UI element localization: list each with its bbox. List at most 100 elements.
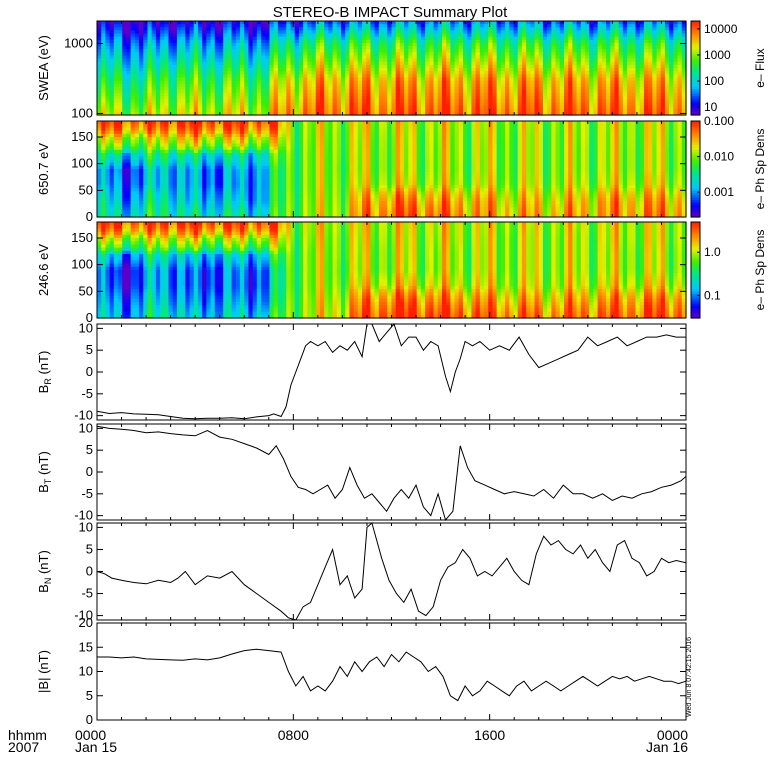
heatmap-cell bbox=[294, 102, 300, 107]
heatmap-cell bbox=[387, 61, 393, 66]
heatmap-cell bbox=[197, 86, 203, 91]
heatmap-cell bbox=[231, 111, 237, 116]
heatmap-cell bbox=[273, 42, 279, 47]
heatmap-cell bbox=[282, 55, 287, 60]
heatmap-cell bbox=[399, 33, 405, 38]
heatmap-cell bbox=[336, 99, 342, 104]
heatmap-cell bbox=[168, 55, 174, 60]
figure-title: STEREO-B IMPACT Summary Plot bbox=[273, 4, 508, 21]
heatmap-cell bbox=[105, 80, 111, 85]
heatmap-cell bbox=[155, 30, 161, 35]
heatmap-cell bbox=[298, 83, 304, 88]
heatmap-cell bbox=[282, 49, 287, 53]
heatmap-cell bbox=[139, 93, 144, 97]
heatmap-cell bbox=[185, 33, 191, 38]
heatmap-cell bbox=[324, 64, 329, 69]
heatmap-cell bbox=[341, 39, 346, 44]
heatmap-cell bbox=[126, 55, 132, 60]
heatmap-cell bbox=[261, 42, 266, 47]
heatmap-cell bbox=[122, 68, 128, 72]
heatmap-cell bbox=[210, 64, 216, 69]
heatmap-cell bbox=[307, 74, 313, 78]
heatmap-cell bbox=[311, 58, 317, 63]
heatmap-cell bbox=[155, 36, 161, 41]
heatmap-cell bbox=[290, 61, 296, 66]
heatmap-cell bbox=[256, 105, 262, 110]
heatmap-cell bbox=[210, 42, 216, 47]
heatmap-cell bbox=[223, 46, 229, 50]
heatmap-cell bbox=[341, 61, 346, 66]
heatmap-cell bbox=[395, 102, 401, 107]
heatmap-cell bbox=[185, 61, 191, 66]
heatmap-cell bbox=[374, 55, 380, 60]
heatmap-cell bbox=[256, 27, 262, 31]
heatmap-cell bbox=[147, 21, 153, 25]
heatmap-cell bbox=[197, 93, 203, 97]
heatmap-cell bbox=[303, 64, 308, 69]
heatmap-cell bbox=[139, 108, 144, 113]
heatmap-cell bbox=[311, 49, 317, 53]
heatmap-cell bbox=[151, 108, 157, 113]
heatmap-cell bbox=[332, 77, 338, 82]
heatmap-cell bbox=[105, 21, 111, 25]
heatmap-cell bbox=[97, 24, 102, 28]
heatmap-cell bbox=[282, 102, 287, 107]
heatmap-cell bbox=[122, 39, 128, 44]
heatmap-cell bbox=[240, 39, 245, 44]
heatmap-cell bbox=[172, 21, 178, 25]
heatmap-cell bbox=[362, 52, 367, 57]
heatmap-cell bbox=[328, 61, 334, 66]
heatmap-cell bbox=[387, 83, 393, 88]
heatmap-cell bbox=[147, 42, 153, 47]
heatmap-cell bbox=[349, 102, 355, 107]
heatmap-cell bbox=[286, 74, 292, 78]
heatmap-cell bbox=[294, 49, 300, 53]
heatmap-cell bbox=[290, 96, 296, 100]
heatmap-cell bbox=[118, 80, 123, 85]
heatmap-cell bbox=[315, 61, 321, 66]
heatmap-cell bbox=[202, 83, 207, 88]
heatmap-cell bbox=[206, 46, 212, 50]
heatmap-cell bbox=[383, 58, 388, 63]
heatmap-cell bbox=[399, 52, 405, 57]
heatmap-cell bbox=[399, 93, 405, 97]
heatmap-cell bbox=[307, 102, 313, 107]
heatmap-cell bbox=[261, 83, 266, 88]
heatmap-cell bbox=[273, 83, 279, 88]
heatmap-cell bbox=[383, 96, 388, 100]
heatmap-cell bbox=[227, 39, 233, 44]
heatmap-cell bbox=[391, 108, 397, 113]
heatmap-cell bbox=[324, 49, 329, 53]
heatmap-cell bbox=[357, 39, 363, 44]
heatmap-cell bbox=[176, 86, 182, 91]
heatmap-cell bbox=[214, 89, 220, 94]
heatmap-cell bbox=[147, 93, 153, 97]
heatmap-cell bbox=[332, 96, 338, 100]
heatmap-cell bbox=[252, 61, 258, 66]
heatmap-cell bbox=[265, 89, 271, 94]
heatmap-cell bbox=[311, 86, 317, 91]
heatmap-cell bbox=[294, 83, 300, 88]
heatmap-cell bbox=[374, 21, 380, 25]
heatmap-cell bbox=[139, 77, 144, 82]
heatmap-cell bbox=[101, 58, 107, 63]
heatmap-cell bbox=[307, 71, 313, 75]
heatmap-cell bbox=[176, 108, 182, 113]
heatmap-cell bbox=[298, 36, 304, 41]
heatmap-cell bbox=[319, 46, 325, 50]
heatmap-cell bbox=[332, 42, 338, 47]
heatmap-cell bbox=[185, 102, 191, 107]
heatmap-cell bbox=[227, 71, 233, 75]
heatmap-cell bbox=[353, 105, 359, 110]
heatmap-cell bbox=[303, 55, 308, 60]
heatmap-cell bbox=[328, 58, 334, 63]
heatmap-cell bbox=[298, 46, 304, 50]
heatmap-cell bbox=[240, 83, 245, 88]
heatmap-cell bbox=[277, 39, 283, 44]
heatmap-cell bbox=[383, 83, 388, 88]
heatmap-cell bbox=[298, 93, 304, 97]
heatmap-cell bbox=[189, 42, 195, 47]
heatmap-cell bbox=[130, 55, 136, 60]
heatmap-cell bbox=[231, 99, 237, 104]
heatmap-cell bbox=[185, 49, 191, 53]
